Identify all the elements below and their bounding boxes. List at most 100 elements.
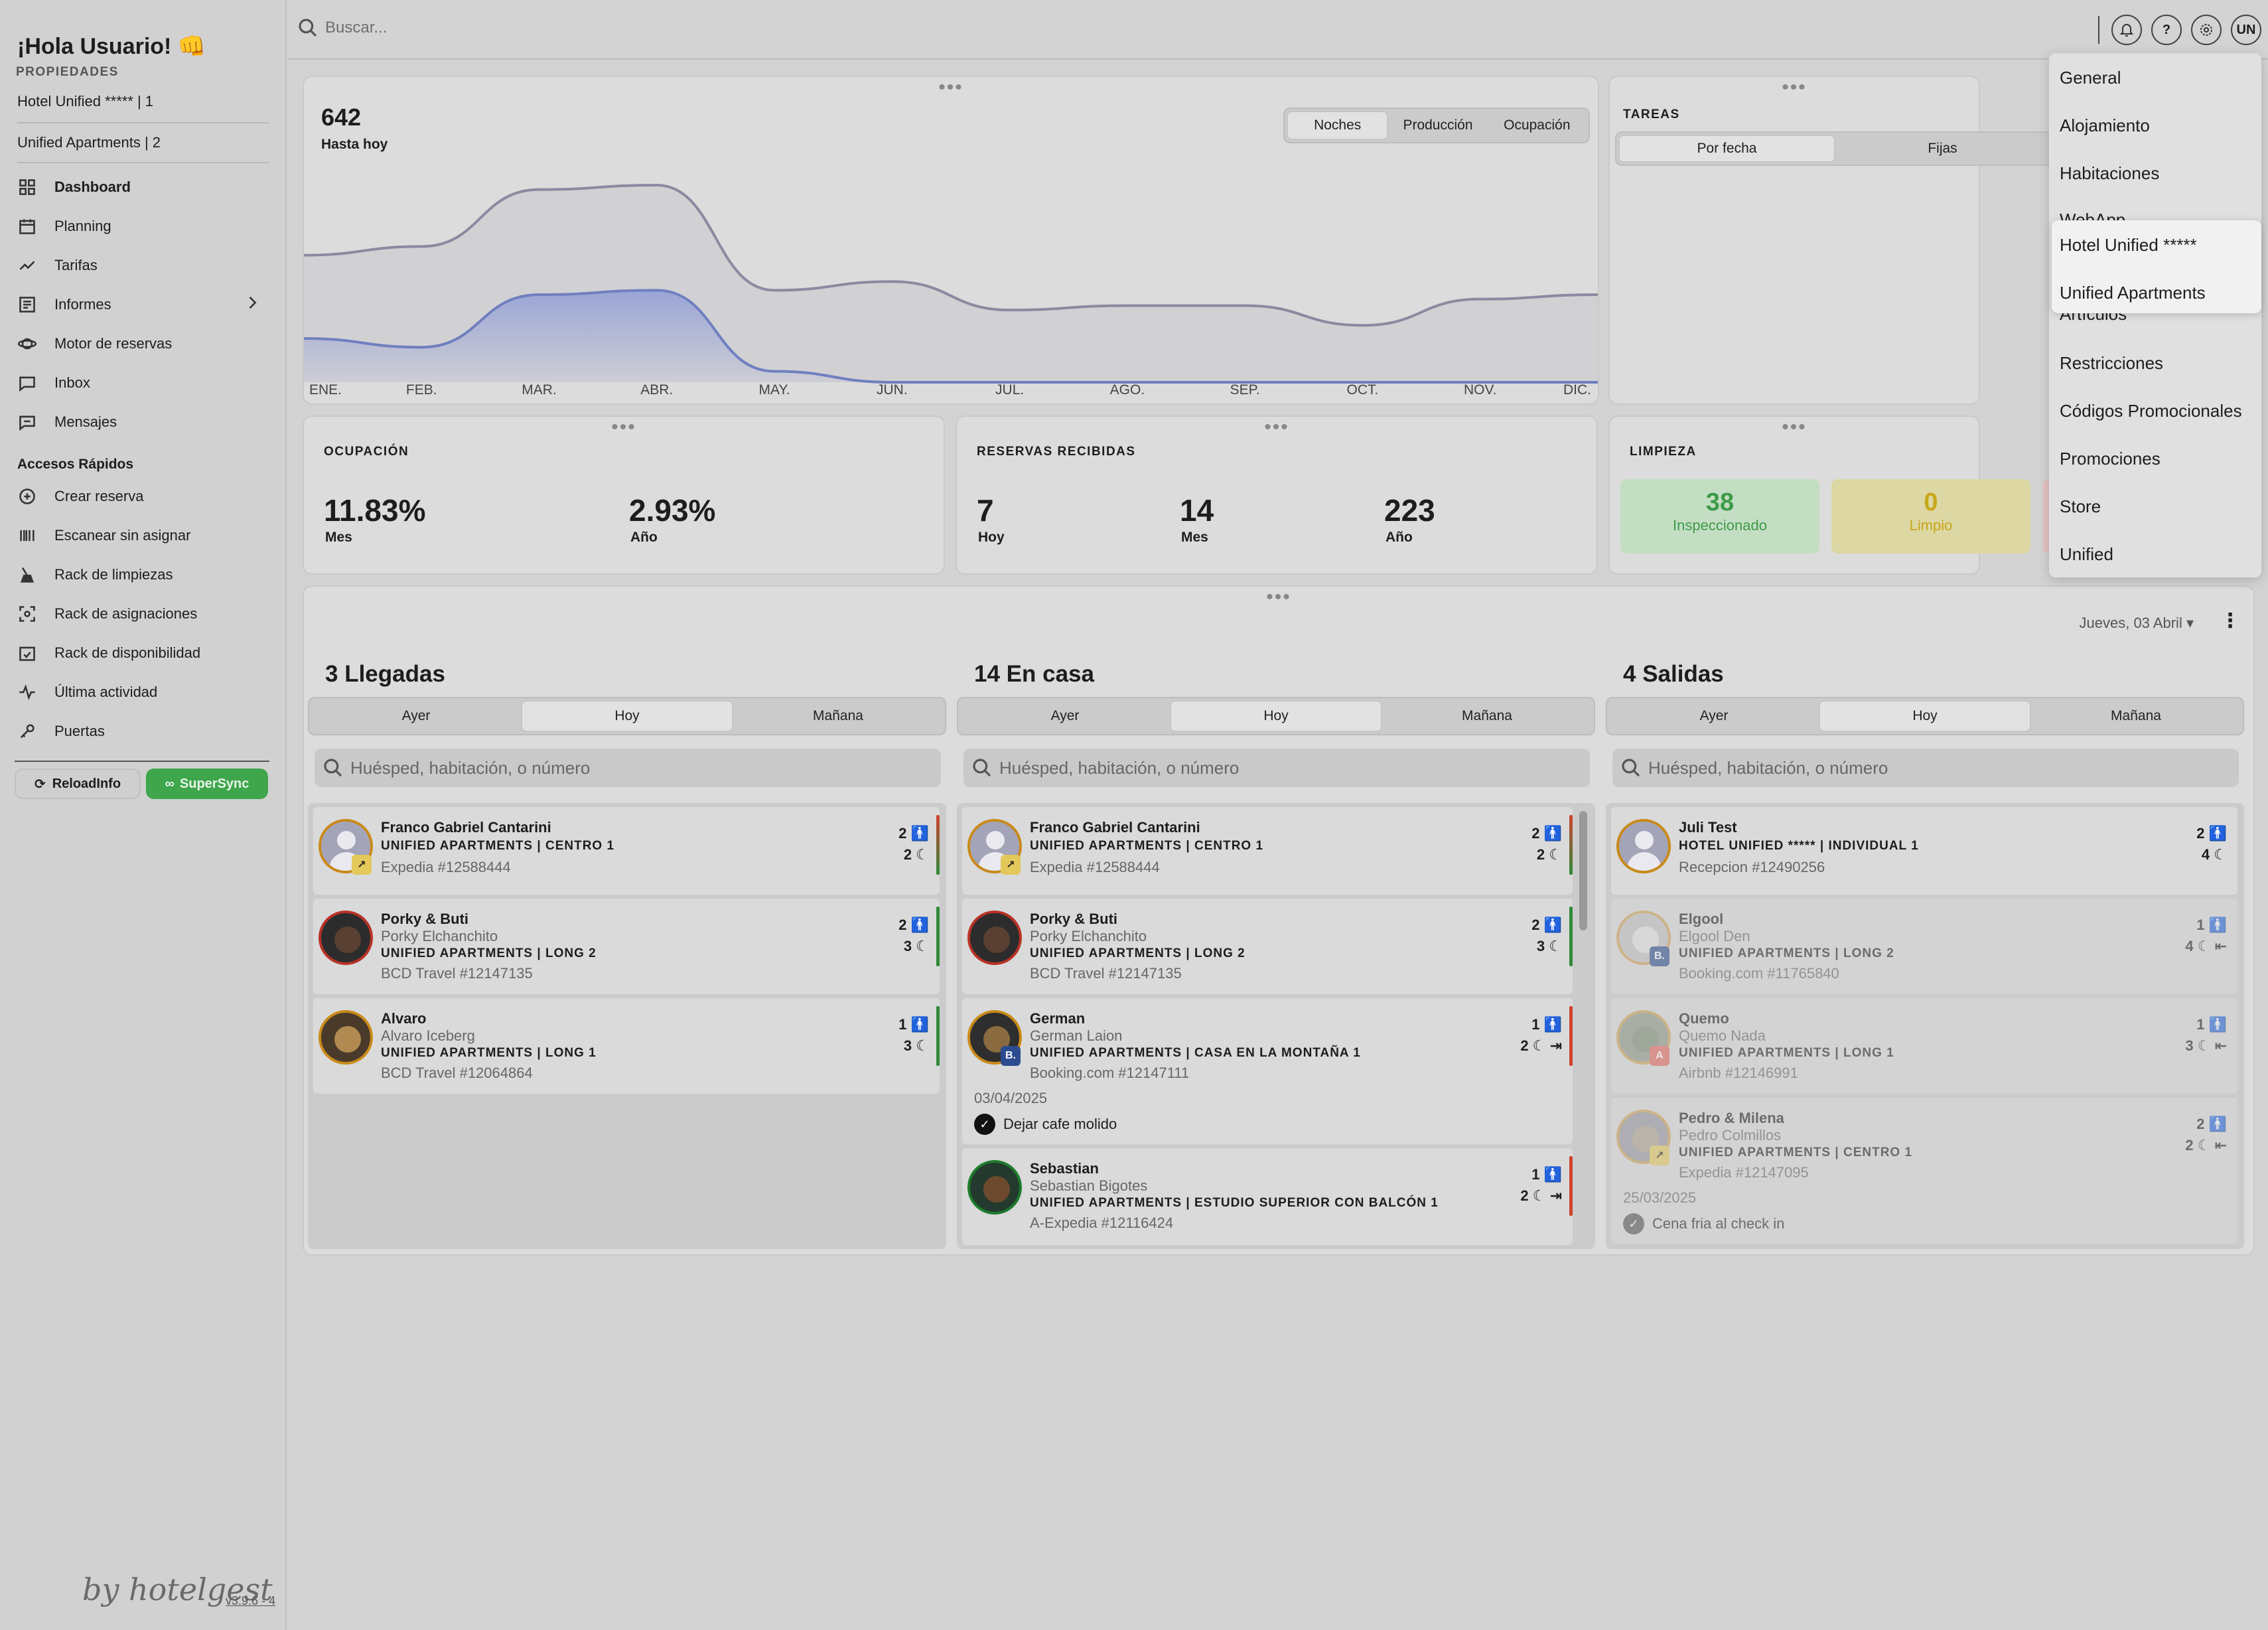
menu-item-general[interactable]: General <box>2060 68 2121 88</box>
list-item[interactable]: Porky & Buti Porky Elchanchito UNIFIED A… <box>313 899 940 994</box>
tab-hoy[interactable]: Hoy <box>521 700 733 732</box>
list-item[interactable]: B. Elgool Elgool Den UNIFIED APARTMENTS … <box>1611 899 2237 994</box>
tab-ayer[interactable]: Ayer <box>1050 708 1080 723</box>
menu-item-restricciones[interactable]: Restricciones <box>2060 353 2164 373</box>
menu-item-codigos[interactable]: Códigos Promocionales <box>2060 401 2242 421</box>
booking-source: BCD Travel #12147135 <box>1030 965 1182 982</box>
reload-info-button[interactable]: ⟳ ReloadInfo <box>15 769 141 799</box>
quick-rack-disponibilidad[interactable]: Rack de disponibilidad <box>16 640 200 666</box>
occupancy-month-value: 11.83% <box>324 493 426 528</box>
sidebar-item-label: Informes <box>54 296 111 313</box>
tab-manana[interactable]: Mañana <box>2111 708 2161 723</box>
global-search[interactable]: Buscar... <box>297 17 387 38</box>
bell-icon[interactable] <box>2111 15 2142 45</box>
property-item[interactable]: Hotel Unified ***** | 1 <box>17 93 154 110</box>
checkout-icon: ⇤ <box>2214 938 2227 954</box>
scrollbar[interactable] <box>1579 811 1587 930</box>
sidebar-item-motor[interactable]: Motor de reservas <box>16 331 172 357</box>
menu-item-unified[interactable]: Unified <box>2060 544 2113 564</box>
sidebar-item-label: Inbox <box>54 374 90 391</box>
list-item[interactable]: Sebastian Sebastian Bigotes UNIFIED APAR… <box>962 1148 1573 1245</box>
list-item[interactable]: Juli Test HOTEL UNIFIED ***** | INDIVIDU… <box>1611 807 2237 895</box>
drag-handle-icon[interactable]: ••• <box>1264 416 1289 438</box>
drag-handle-icon[interactable]: ••• <box>1782 76 1807 98</box>
stay-counts: 2 🚹 3 ☾ <box>1531 917 1562 954</box>
property-item[interactable]: Unified Apartments | 2 <box>17 134 161 151</box>
tab-ocupacion[interactable]: Ocupación <box>1504 117 1571 133</box>
tab-manana[interactable]: Mañana <box>813 708 863 723</box>
submenu-item-apartments[interactable]: Unified Apartments <box>2060 283 2206 303</box>
quick-ultima-actividad[interactable]: Última actividad <box>16 679 157 705</box>
date-picker[interactable]: Jueves, 03 Abril ▾ <box>2080 615 2194 632</box>
sidebar-item-informes[interactable]: Informes <box>16 291 261 318</box>
status-bar <box>1569 1006 1573 1066</box>
sidebar-item-planning[interactable]: Planning <box>16 213 111 240</box>
drag-handle-icon[interactable]: ••• <box>938 76 963 98</box>
note[interactable]: ✓ Cena fria al check in <box>1623 1213 1784 1234</box>
list-item[interactable]: ↗ Franco Gabriel Cantarini UNIFIED APART… <box>962 807 1573 895</box>
inhouse-search[interactable]: Huésped, habitación, o número <box>963 749 1590 787</box>
sidebar-item-label: Dashboard <box>54 179 131 195</box>
refresh-icon: ⟳ <box>34 777 46 792</box>
sidebar-item-mensajes[interactable]: Mensajes <box>16 409 117 435</box>
list-item[interactable]: B. German German Laion UNIFIED APARTMENT… <box>962 998 1573 1144</box>
inhouse-day-tabs: Ayer Hoy Mañana <box>957 697 1595 735</box>
drag-handle-icon[interactable]: ••• <box>611 416 636 438</box>
quick-escanear[interactable]: Escanear sin asignar <box>16 522 190 549</box>
tab-noches[interactable]: Noches <box>1287 111 1389 140</box>
list-item[interactable]: ↗ Pedro & Milena Pedro Colmillos UNIFIED… <box>1611 1098 2237 1244</box>
airbnb-icon: A <box>1650 1046 1669 1066</box>
inhouse-search-input[interactable]: Huésped, habitación, o número <box>999 757 1240 778</box>
menu-item-habitaciones[interactable]: Habitaciones <box>2060 163 2160 183</box>
sidebar-item-tarifas[interactable]: Tarifas <box>16 252 98 279</box>
quick-puertas[interactable]: Puertas <box>16 718 105 745</box>
help-icon[interactable]: ? <box>2151 15 2182 45</box>
arrivals-search[interactable]: Huésped, habitación, o número <box>315 749 941 787</box>
list-item[interactable]: Alvaro Alvaro Iceberg UNIFIED APARTMENTS… <box>313 998 940 1094</box>
drag-handle-icon[interactable]: ••• <box>1782 416 1807 438</box>
list-item[interactable]: Porky & Buti Porky Elchanchito UNIFIED A… <box>962 899 1573 994</box>
calendar-check-icon <box>16 642 38 664</box>
gear-icon[interactable] <box>2191 15 2222 45</box>
sidebar-item-inbox[interactable]: Inbox <box>16 370 90 396</box>
search-input[interactable]: Buscar... <box>325 19 388 37</box>
tab-por-fecha[interactable]: Por fecha <box>1618 135 1835 163</box>
quick-crear-reserva[interactable]: Crear reserva <box>16 483 143 510</box>
guest-alias: German Laion <box>1030 1027 1123 1044</box>
check-icon[interactable]: ✓ <box>1623 1213 1644 1234</box>
arrivals-search-input[interactable]: Huésped, habitación, o número <box>350 757 591 778</box>
tab-fijas[interactable]: Fijas <box>1928 141 1957 156</box>
avatar <box>319 819 373 873</box>
departures-search[interactable]: Huésped, habitación, o número <box>1612 749 2239 787</box>
nights-chart-card: ••• 642 Hasta hoy Noches Producción Ocup… <box>303 76 1599 405</box>
quick-rack-asignaciones[interactable]: Rack de asignaciones <box>16 601 197 627</box>
check-icon[interactable]: ✓ <box>974 1114 995 1135</box>
cleaning-clean-tile[interactable]: 0 Limpio <box>1831 479 2030 554</box>
series-line <box>304 289 1598 384</box>
cleaning-inspected-tile[interactable]: 38 Inspeccionado <box>1620 479 1819 554</box>
list-item[interactable]: A Quemo Quemo Nada UNIFIED APARTMENTS | … <box>1611 998 2237 1094</box>
more-vertical-icon[interactable]: ⋮ <box>2220 610 2240 632</box>
tab-manana[interactable]: Mañana <box>1462 708 1512 723</box>
nights-chart: ENE. FEB. MAR. ABR. MAY. JUN. JUL. AGO. SEP. OCT.… <box>304 183 1598 398</box>
tab-ayer[interactable]: Ayer <box>401 708 431 723</box>
quick-rack-limpiezas[interactable]: Rack de limpiezas <box>16 561 173 588</box>
avatar <box>319 1010 373 1065</box>
menu-item-store[interactable]: Store <box>2060 496 2101 516</box>
tab-produccion[interactable]: Producción <box>1403 117 1473 133</box>
tab-ayer[interactable]: Ayer <box>1699 708 1729 723</box>
tab-hoy[interactable]: Hoy <box>1819 700 2031 732</box>
departures-search-input[interactable]: Huésped, habitación, o número <box>1648 757 1888 778</box>
note[interactable]: ✓ Dejar cafe molido <box>974 1114 1117 1135</box>
supersync-button[interactable]: ∞ SuperSync <box>146 769 268 799</box>
tab-hoy[interactable]: Hoy <box>1170 700 1382 732</box>
list-item[interactable]: ↗ Franco Gabriel Cantarini UNIFIED APART… <box>313 807 940 895</box>
menu-item-promociones[interactable]: Promociones <box>2060 449 2161 469</box>
submenu-item-hotel[interactable]: Hotel Unified ***** <box>2060 235 2197 255</box>
version-link[interactable]: v3.9.6 - 4 <box>226 1594 276 1607</box>
avatar[interactable]: UN <box>2231 15 2261 45</box>
cleaning-clean-value: 0 <box>1924 488 1938 516</box>
sidebar-item-dashboard[interactable]: Dashboard <box>16 174 131 200</box>
drag-handle-icon[interactable]: ••• <box>1266 586 1291 608</box>
menu-item-alojamiento[interactable]: Alojamiento <box>2060 115 2150 135</box>
